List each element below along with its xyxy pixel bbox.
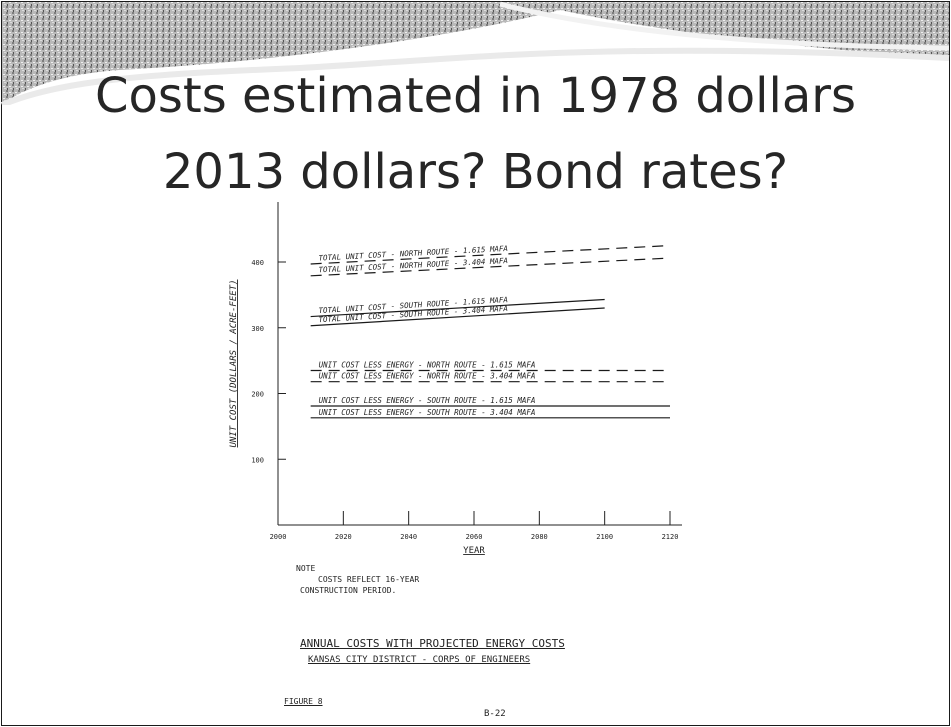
y-tick-label: 400 <box>251 259 264 267</box>
slide-title-line-1: Costs estimated in 1978 dollars <box>94 68 856 124</box>
x-tick-label: 2060 <box>466 533 483 541</box>
figure-number-label: FIGURE 8 <box>284 697 323 706</box>
x-tick-label: 2040 <box>400 533 417 541</box>
x-tick-label: 2080 <box>531 533 548 541</box>
note-label: NOTE <box>296 564 316 573</box>
figure-caption-line-2: KANSAS CITY DISTRICT - CORPS OF ENGINEER… <box>308 655 531 665</box>
series-line <box>310 298 605 318</box>
x-tick-label: 2020 <box>335 533 352 541</box>
note-line-1: COSTS REFLECT 16-YEAR <box>318 575 420 584</box>
y-tick-label: 200 <box>251 391 264 399</box>
x-tick-label: 2100 <box>596 533 613 541</box>
series-label: UNIT COST LESS ENERGY - NORTH ROUTE - 3.… <box>319 372 536 381</box>
note-line-2: CONSTRUCTION PERIOD. <box>300 586 397 595</box>
x-tick-label: 2120 <box>662 533 679 541</box>
y-tick-label: 300 <box>251 325 264 333</box>
series-line <box>310 307 605 327</box>
series-label: UNIT COST LESS ENERGY - SOUTH ROUTE - 1.… <box>319 396 536 405</box>
figure-caption-line-1: ANNUAL COSTS WITH PROJECTED ENERGY COSTS <box>300 637 565 650</box>
y-axis-label: UNIT COST (DOLLARS / ACRE-FEET) <box>229 280 239 448</box>
y-tick-label: 100 <box>251 456 264 464</box>
series-line <box>310 257 671 277</box>
slide-title-line-2: 2013 dollars? Bond rates? <box>162 144 789 200</box>
series-label: UNIT COST LESS ENERGY - NORTH ROUTE - 1.… <box>319 360 536 369</box>
series-line <box>310 244 671 265</box>
page-number: B-22 <box>484 709 506 719</box>
series-label: UNIT COST LESS ENERGY - SOUTH ROUTE - 3.… <box>319 408 536 417</box>
header-swoosh-graphic <box>0 1 950 105</box>
x-tick-label: 2000 <box>270 533 287 541</box>
x-axis-label: YEAR <box>463 546 485 556</box>
